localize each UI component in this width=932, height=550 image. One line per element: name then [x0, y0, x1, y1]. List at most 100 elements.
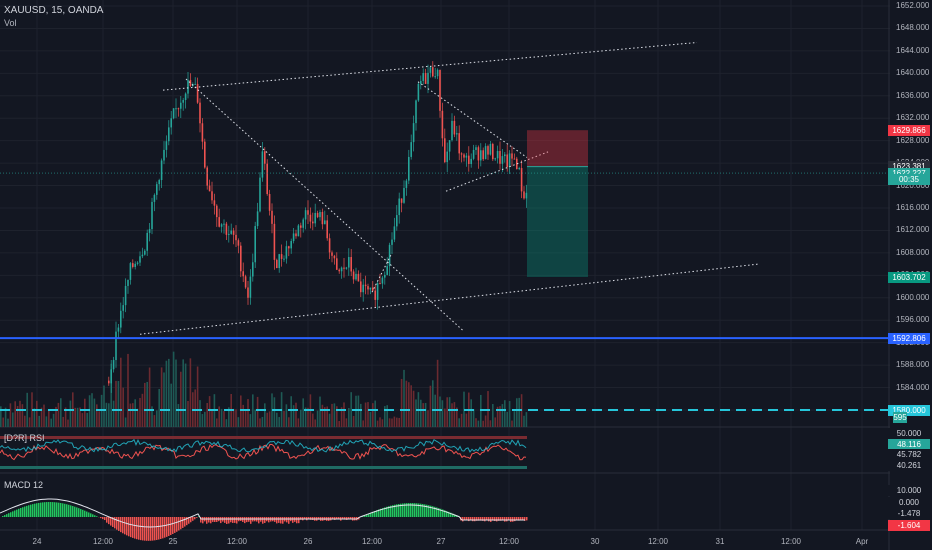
candle	[494, 158, 496, 160]
macd-histogram-bar	[126, 517, 128, 536]
volume-bar	[9, 403, 12, 427]
candle	[247, 287, 249, 298]
macd-histogram-bar	[116, 517, 118, 530]
candle	[343, 267, 345, 269]
candle	[211, 191, 213, 201]
macd-histogram-bar	[398, 503, 400, 517]
volume-bar	[261, 416, 264, 427]
price-tick-label: 1612.000	[896, 225, 930, 235]
volume-bar	[343, 402, 345, 427]
macd-histogram-bar	[30, 504, 32, 517]
candle	[165, 141, 168, 150]
macd-histogram-bar	[422, 503, 424, 517]
time-tick-label: 12:00	[780, 537, 802, 546]
volume-bar	[132, 403, 134, 427]
macd-histogram-bar	[380, 508, 382, 517]
macd-histogram-bar	[480, 517, 482, 521]
candle	[237, 240, 240, 246]
candle	[264, 151, 266, 164]
macd-axis-label: -1.478	[888, 508, 930, 519]
macd-histogram-bar	[364, 515, 366, 517]
macd-histogram-bar	[282, 517, 284, 524]
macd-histogram-bar	[286, 517, 288, 523]
macd-histogram-bar	[372, 511, 374, 517]
macd-histogram-bar	[406, 503, 408, 517]
volume-bar	[196, 366, 199, 427]
volume-bar	[74, 407, 76, 427]
macd-histogram-bar	[468, 517, 470, 522]
macd-histogram-bar	[376, 510, 378, 517]
candle	[254, 226, 256, 263]
macd-histogram-bar	[516, 517, 518, 521]
macd-histogram-bar	[288, 517, 290, 524]
price-tick-label: 1608.000	[896, 247, 930, 257]
macd-histogram-bar	[42, 502, 44, 517]
candle	[110, 369, 112, 384]
candle	[480, 150, 482, 161]
macd-label[interactable]: MACD 12	[4, 480, 44, 490]
volume-bar	[235, 409, 237, 427]
candle	[297, 225, 300, 237]
volume-bar	[482, 420, 484, 427]
macd-axis-label: -1.604	[888, 519, 930, 531]
volume-bar	[477, 420, 480, 427]
candle	[446, 151, 448, 163]
macd-histogram-bar	[186, 517, 188, 526]
volume-bar	[456, 407, 458, 427]
macd-histogram-bar	[198, 516, 200, 517]
macd-histogram-bar	[446, 511, 448, 517]
volume-bar	[218, 406, 220, 427]
macd-histogram-bar	[60, 502, 62, 517]
volume-bar	[252, 394, 254, 427]
macd-histogram-bar	[250, 517, 252, 524]
macd-histogram-bar	[56, 502, 58, 517]
volume-bar	[439, 396, 441, 427]
volume-bar	[0, 406, 2, 427]
macd-histogram-bar	[226, 517, 228, 524]
volume-bar	[312, 413, 314, 427]
macd-histogram-bar	[384, 507, 386, 517]
volume-bar	[237, 417, 240, 427]
price-tag: 1603.702	[888, 271, 930, 283]
volume-bar	[444, 408, 446, 427]
candle	[331, 252, 333, 256]
macd-histogram-bar	[276, 517, 278, 524]
candle	[220, 224, 223, 227]
macd-axis-label: 10.000	[888, 485, 930, 496]
volume-bar	[494, 417, 496, 427]
macd-histogram-bar	[318, 517, 320, 520]
candle	[362, 284, 364, 293]
volume-bar	[345, 418, 348, 427]
volume-bar	[2, 417, 4, 427]
macd-histogram-bar	[86, 511, 88, 517]
volume-bar	[362, 420, 364, 427]
macd-histogram-bar	[132, 517, 134, 538]
candle	[489, 143, 492, 155]
macd-histogram-bar	[210, 517, 212, 524]
candle	[204, 141, 206, 168]
symbol-title[interactable]: XAUUSD, 15, OANDA	[4, 5, 104, 16]
macd-histogram-bar	[334, 517, 336, 520]
volume-bar	[266, 412, 268, 427]
macd-histogram-bar	[512, 517, 514, 522]
candle	[194, 83, 196, 85]
macd-histogram-bar	[206, 517, 208, 524]
candle	[398, 198, 400, 216]
volume-bar	[278, 417, 280, 427]
candle	[405, 180, 408, 188]
volume-bar	[472, 409, 475, 427]
candle	[501, 156, 504, 164]
macd-histogram-bar	[76, 507, 78, 517]
candle	[136, 262, 139, 264]
volume-bar	[204, 411, 206, 427]
candle	[124, 285, 127, 306]
volume-bar	[340, 407, 343, 427]
macd-histogram-bar	[152, 517, 154, 541]
volume-bar	[410, 385, 412, 427]
macd-histogram-bar	[8, 513, 10, 517]
volume-bar	[288, 417, 290, 427]
rsi-label[interactable]: [D?R] RSI	[4, 433, 45, 443]
candle	[283, 258, 285, 260]
macd-histogram-bar	[390, 505, 392, 517]
